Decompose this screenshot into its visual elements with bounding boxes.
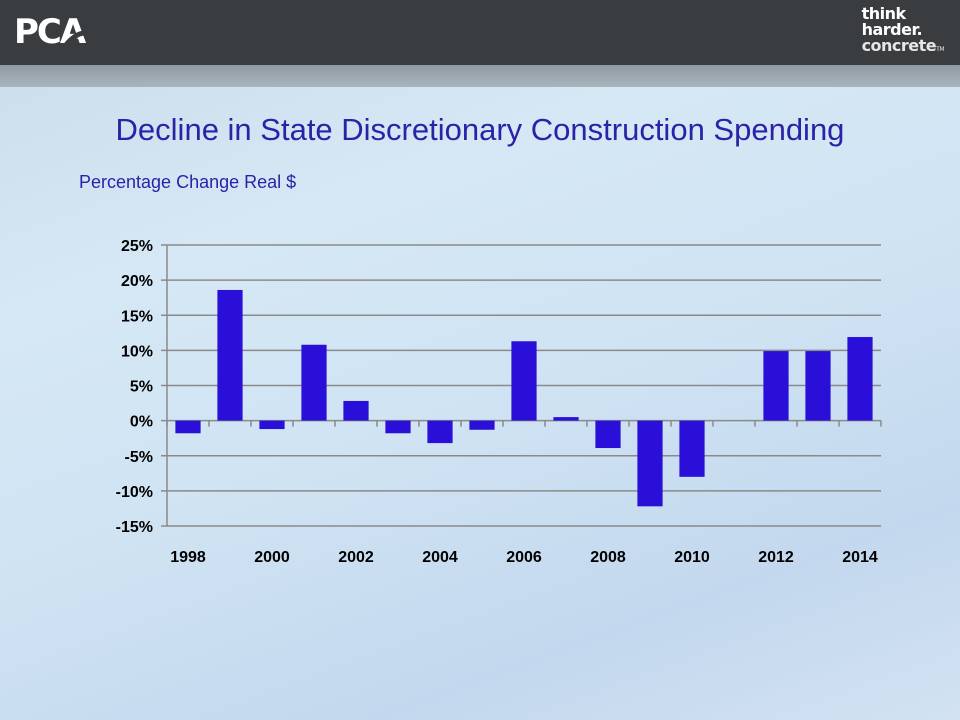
x-tick-label: 2008 (590, 549, 626, 566)
logo-line-1: think (861, 4, 907, 23)
bar-2000 (259, 420, 285, 430)
bar-1998 (175, 420, 201, 434)
pca-logo: PCA (14, 12, 86, 52)
slide-subtitle: Percentage Change Real $ (79, 172, 297, 192)
x-tick-label: 2004 (422, 549, 458, 566)
y-tick-label: 20% (121, 273, 153, 290)
y-tick-label: -10% (116, 484, 153, 501)
y-tick-label: 25% (121, 238, 153, 255)
bar-1999 (217, 289, 243, 421)
x-tick-label: 2012 (758, 549, 794, 566)
header-subbar (0, 65, 960, 87)
think-harder-concrete-logo: think harder. concreteTM (861, 4, 945, 58)
x-tick-label: 2000 (254, 549, 290, 566)
bar-2009 (637, 420, 663, 507)
y-tick-label: 15% (121, 308, 153, 325)
bar-2008 (595, 420, 621, 449)
bar-2005 (469, 420, 495, 430)
bar-2004 (427, 420, 453, 444)
y-tick-label: 5% (130, 379, 153, 396)
bar-2006 (511, 341, 537, 421)
bar-2014 (847, 337, 873, 421)
bar-2010 (679, 420, 705, 477)
bar-2002 (343, 400, 369, 421)
trademark-mark: TM (936, 46, 944, 53)
x-tick-labels: 1998 2000 2002 2004 2006 2008 2010 2012 2014 (170, 549, 878, 566)
bar-2003 (385, 420, 411, 434)
y-tick-labels: 25% 20% 15% 10% 5% 0% -5% -10% -15% (116, 238, 153, 536)
bar-2013 (805, 351, 831, 421)
y-tick-label: 10% (121, 343, 153, 360)
axes (161, 244, 882, 527)
bar-2001 (301, 344, 327, 421)
y-tick-label: 0% (130, 414, 153, 431)
x-tick-label: 1998 (170, 549, 206, 566)
pca-logo-text: PCA (14, 12, 86, 52)
bars (175, 289, 873, 507)
x-tick-label: 2014 (842, 549, 878, 566)
bar-2012 (763, 351, 789, 421)
logo-line-2: harder. (861, 20, 923, 39)
header-bar (0, 0, 960, 65)
logo-line-3: concreteTM (861, 36, 945, 55)
x-tick-label: 2010 (674, 549, 710, 566)
y-tick-label: -15% (116, 519, 153, 536)
slide-title: Decline in State Discretionary Construct… (115, 112, 845, 147)
x-tick-label: 2006 (506, 549, 542, 566)
x-tick-label: 2002 (338, 549, 374, 566)
bar-2007 (553, 417, 579, 421)
pca-logo-swoosh-icon (60, 30, 108, 52)
y-tick-label: -5% (125, 449, 153, 466)
